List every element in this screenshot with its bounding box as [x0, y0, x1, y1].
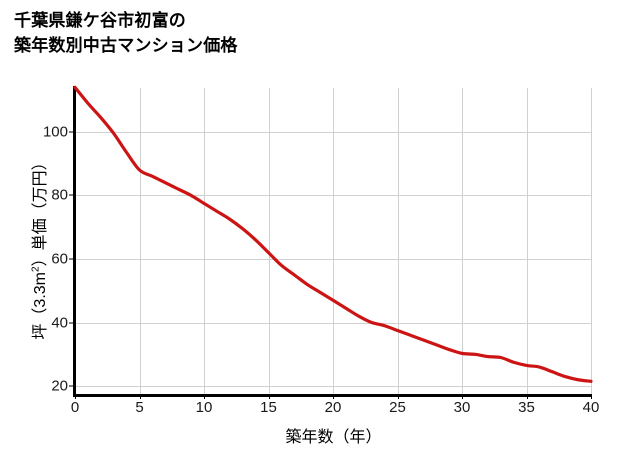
- x-tick-label: 0: [70, 399, 80, 416]
- x-tick-label: 5: [135, 399, 144, 416]
- x-tick-label: 35: [518, 399, 535, 416]
- gridline-vertical: [268, 88, 270, 395]
- gridline-vertical: [526, 88, 528, 395]
- y-tick-mark: [69, 131, 73, 133]
- y-tick-mark: [69, 258, 73, 260]
- y-axis-title-superscript: 2: [30, 266, 42, 272]
- gridline-vertical: [397, 88, 399, 395]
- y-tick-label: 40: [51, 314, 68, 332]
- title-line-1: 千葉県鎌ケ谷市初富の: [14, 11, 186, 30]
- y-axis-title-suffix: ）単価（万円）: [32, 154, 49, 267]
- x-tick-mark: [333, 395, 334, 399]
- y-tick-mark: [69, 385, 73, 387]
- y-tick-label: 80: [51, 186, 68, 204]
- x-tick-mark: [591, 395, 592, 399]
- y-axis-spine: [73, 86, 76, 397]
- x-tick-label: 10: [195, 399, 213, 416]
- x-tick-label: 25: [389, 399, 406, 416]
- x-tick-mark: [268, 395, 270, 399]
- page-title: 千葉県鎌ケ谷市初富の 築年数別中古マンション価格: [14, 8, 574, 58]
- y-tick-label: 20: [51, 377, 68, 395]
- y-tick-label: 100: [42, 123, 68, 141]
- x-tick-mark: [75, 395, 76, 399]
- x-axis-spine: [73, 394, 592, 397]
- gridline-vertical: [333, 88, 334, 395]
- gridline-vertical: [204, 88, 205, 395]
- plot-area: [75, 88, 592, 395]
- gridline-vertical: [139, 88, 141, 395]
- x-tick-label: 30: [453, 399, 471, 416]
- x-tick-label: 20: [324, 399, 342, 416]
- x-tick-label: 15: [260, 399, 277, 416]
- y-tick-mark: [69, 194, 73, 196]
- x-tick-mark: [462, 395, 463, 399]
- y-axis-tick-labels: 20 40 60 80 100: [22, 0, 68, 465]
- x-tick-mark: [139, 395, 141, 399]
- x-tick-mark: [526, 395, 528, 399]
- x-tick-label: 40: [582, 399, 600, 416]
- y-tick-label: 60: [51, 250, 68, 268]
- x-tick-mark: [204, 395, 205, 399]
- y-axis-title: 坪（3.3m2）単価（万円）: [26, 117, 50, 377]
- x-axis-title: 築年数（年）: [0, 423, 621, 447]
- y-tick-mark: [69, 322, 73, 324]
- title-line-2: 築年数別中古マンション価格: [14, 36, 238, 55]
- y-axis-title-prefix: 坪（3.3m: [32, 272, 49, 340]
- x-axis-title-text: 築年数（年）: [285, 429, 382, 446]
- x-tick-mark: [397, 395, 399, 399]
- gridline-vertical: [591, 88, 592, 395]
- gridline-vertical: [462, 88, 463, 395]
